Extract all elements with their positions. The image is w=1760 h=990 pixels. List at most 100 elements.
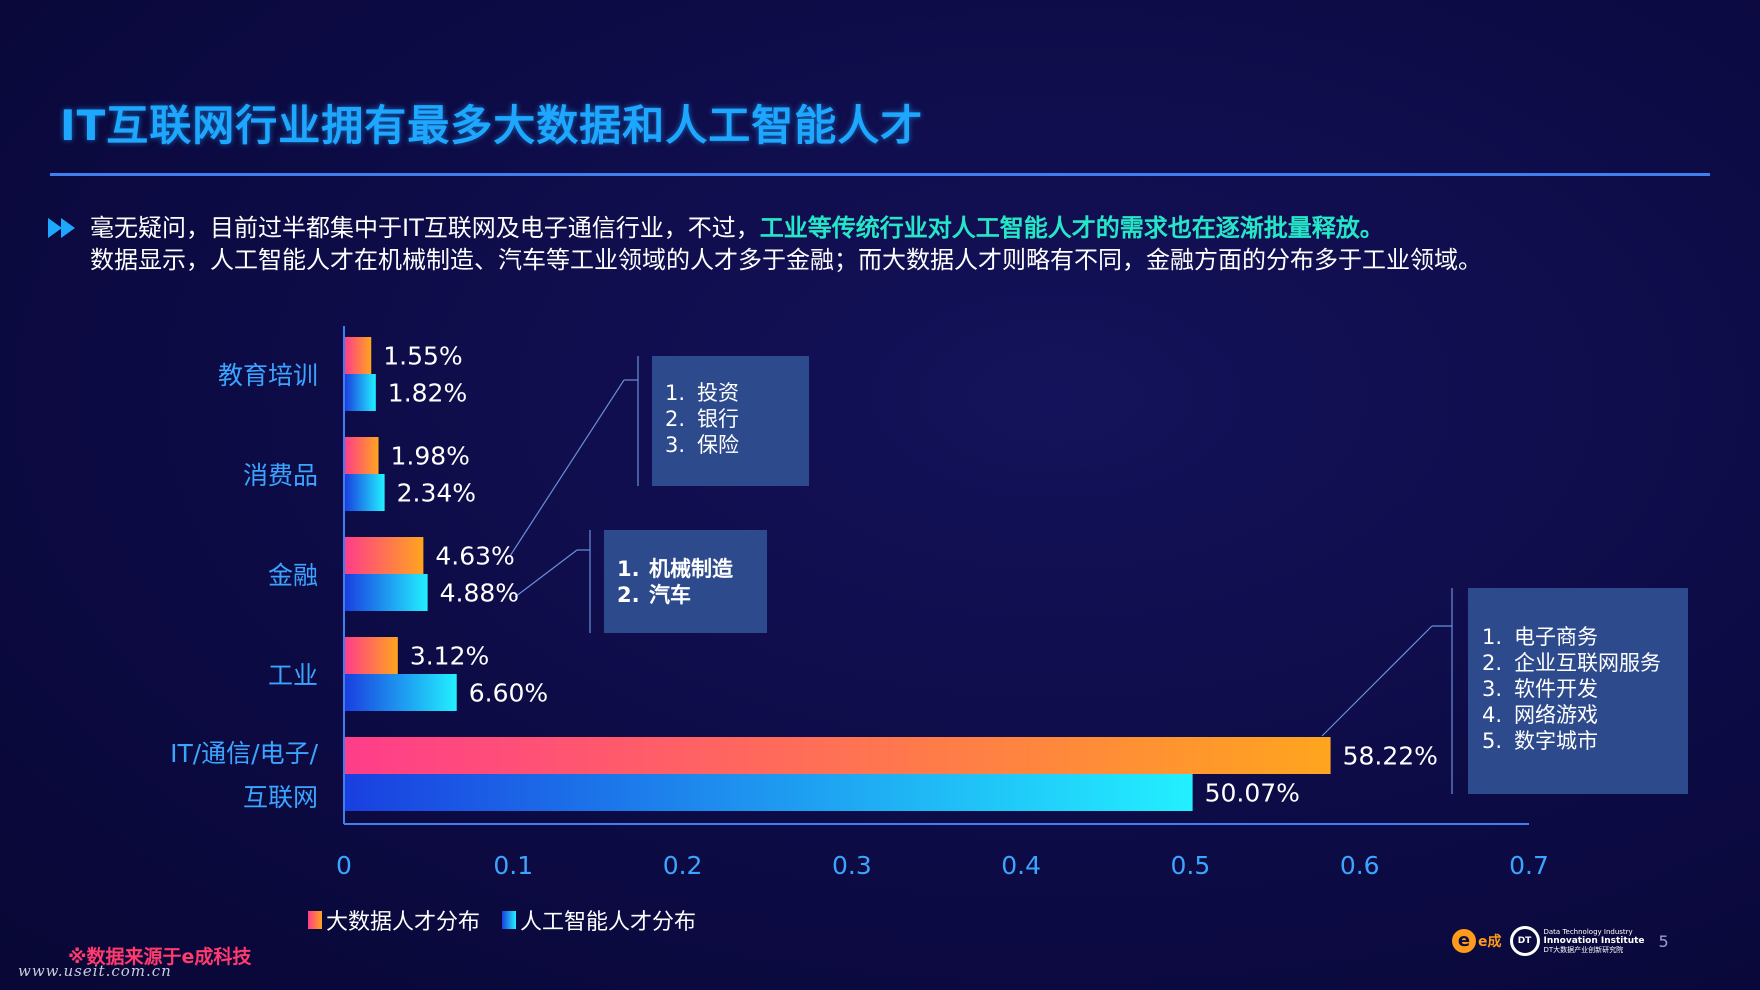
legend-swatch-bigdata — [308, 911, 322, 929]
bar-value-label-ai: 1.82% — [388, 379, 467, 408]
callout-finance-item: 3. 保险 — [665, 432, 809, 458]
x-tick-label: 0.2 — [663, 851, 703, 880]
callout-it-item-number: 5. — [1482, 729, 1503, 753]
echeng-logo-text: e成 — [1478, 934, 1502, 950]
dt-institute-logo-text: Data Technology Industry Innovation Inst… — [1544, 928, 1645, 955]
footer-logos: e e成 DT Data Technology Industry Innovat… — [1452, 926, 1669, 956]
intro-line-1-prefix: 毫无疑问，目前过半都集中于IT互联网及电子通信行业，不过， — [90, 214, 760, 242]
dt-logo-line-2: Innovation Institute — [1543, 935, 1645, 946]
callout-finance-item-number: 1. — [665, 381, 686, 405]
callout-it-item: 4. 网络游戏 — [1482, 702, 1688, 728]
connector-industry — [514, 549, 578, 598]
callout-it-item: 5. 数字城市 — [1482, 728, 1688, 754]
bar-value-label-bigdata: 58.22% — [1343, 742, 1438, 771]
dt-institute-logo-icon: DT — [1509, 926, 1540, 956]
double-arrow-icon — [48, 218, 75, 238]
intro-line-2: 数据显示，人工智能人才在机械制造、汽车等工业领域的人才多于金融；而大数据人才则略… — [90, 246, 1482, 274]
bar-value-label-bigdata: 3.12% — [410, 642, 489, 671]
callout-it-item: 2. 企业互联网服务 — [1482, 650, 1688, 676]
category-label: 工业 — [268, 661, 318, 690]
page-number: 5 — [1658, 931, 1669, 951]
connector-finance — [509, 379, 625, 557]
data-source-note: ※数据来源于e成科技 — [68, 946, 252, 968]
callout-it-item-number: 1. — [1482, 625, 1503, 649]
bar-bigdata — [345, 337, 372, 374]
callout-industry-list: 1. 机械制造 2. 汽车 — [617, 556, 767, 608]
callout-it-item-number: 3. — [1482, 677, 1503, 701]
bar-ai — [345, 374, 376, 411]
callout-finance-item-text: 银行 — [697, 407, 739, 431]
bar-value-label-bigdata: 1.55% — [383, 342, 462, 371]
chart-marks: 0 0.1 0.2 0.3 0.4 0.5 0.6 0.7 1.55% 1.82% 教育培训 1.98… — [170, 326, 1549, 880]
x-tick-label: 0.1 — [493, 851, 533, 880]
bar-value-label-bigdata: 4.63% — [435, 542, 514, 571]
bar-value-label-ai: 4.88% — [440, 579, 519, 608]
dt-institute-logo: DT Data Technology Industry Innovation I… — [1509, 926, 1645, 956]
callout-finance-item-text: 保险 — [697, 433, 739, 457]
title-divider — [50, 173, 1710, 176]
legend-swatch-ai — [502, 911, 517, 929]
bar-ai — [345, 574, 428, 611]
callout-finance-item: 1. 投资 — [665, 380, 809, 406]
chart-legend: 大数据人才分布 人工智能人才分布 — [308, 904, 696, 936]
dt-logo-line-3: DT大数据产业创新研究院 — [1543, 945, 1624, 954]
callout-it-item-text: 数字城市 — [1514, 729, 1598, 753]
callout-it: 1. 电子商务 2. 企业互联网服务 3. 软件开发 4. 网络游戏 5. 数字城市 — [1468, 588, 1688, 794]
callout-industry-item: 2. 汽车 — [617, 582, 767, 608]
callout-it-item-text: 软件开发 — [1514, 677, 1598, 701]
callout-it-item-number: 2. — [1482, 651, 1503, 675]
bar-value-label-ai: 6.60% — [469, 679, 548, 708]
callout-connectors — [509, 356, 1453, 794]
callout-finance: 1. 投资 2. 银行 3. 保险 — [652, 356, 809, 486]
x-tick-label: 0.5 — [1171, 851, 1211, 880]
callout-it-list: 1. 电子商务 2. 企业互联网服务 3. 软件开发 4. 网络游戏 5. 数字城市 — [1482, 624, 1688, 754]
callout-finance-item-number: 3. — [665, 433, 686, 457]
x-tick-label: 0.3 — [832, 851, 872, 880]
callout-finance-list: 1. 投资 2. 银行 3. 保险 — [665, 380, 809, 458]
callout-industry-item-number: 2. — [617, 583, 640, 607]
bar-value-label-bigdata: 1.98% — [391, 442, 470, 471]
bar-ai — [345, 674, 457, 711]
bar-bigdata — [345, 437, 379, 474]
callout-finance-item: 2. 银行 — [665, 406, 809, 432]
bar-value-label-ai: 2.34% — [397, 479, 476, 508]
callout-it-item-text: 电子商务 — [1514, 625, 1598, 649]
callout-finance-item-text: 投资 — [697, 381, 739, 405]
category-label: 教育培训 — [218, 361, 318, 390]
callout-it-item-text: 网络游戏 — [1514, 703, 1598, 727]
legend-item-ai: 人工智能人才分布 — [502, 904, 696, 936]
category-label: 金融 — [268, 561, 318, 590]
category-label: 互联网 — [243, 783, 318, 812]
intro-line-1-highlight: 工业等传统行业对人工智能人才的需求也在逐渐批量释放。 — [759, 214, 1384, 242]
echeng-logo-icon: e — [1452, 929, 1476, 953]
watermark: www.useit.com.cn — [18, 962, 172, 980]
bar-bigdata — [345, 737, 1331, 774]
callout-it-item-text: 企业互联网服务 — [1514, 651, 1661, 675]
callout-industry-item-number: 1. — [617, 557, 640, 581]
legend-label-ai: 人工智能人才分布 — [520, 910, 697, 935]
intro-line-1: 毫无疑问，目前过半都集中于IT互联网及电子通信行业，不过，工业等传统行业对人工智… — [90, 212, 1384, 244]
page-title: IT互联网行业拥有最多大数据和人工智能人才 — [60, 101, 924, 150]
callout-finance-item-number: 2. — [665, 407, 686, 431]
bar-bigdata — [345, 637, 398, 674]
callout-it-item: 1. 电子商务 — [1482, 624, 1688, 650]
category-label: IT/通信/电子/ — [170, 739, 318, 768]
bar-ai — [345, 474, 385, 511]
x-tick-label: 0.7 — [1509, 851, 1549, 880]
x-tick-label: 0 — [336, 851, 352, 880]
legend-item-bigdata: 大数据人才分布 — [308, 904, 480, 936]
connector-it — [1321, 625, 1433, 737]
bar-ai — [345, 774, 1193, 811]
bar-value-label-ai: 50.07% — [1205, 779, 1300, 808]
callout-industry-item: 1. 机械制造 — [617, 556, 767, 582]
x-tick-label: 0.6 — [1340, 851, 1380, 880]
x-tick-label: 0.4 — [1001, 851, 1041, 880]
legend-label-bigdata: 大数据人才分布 — [326, 910, 481, 935]
category-label: 消费品 — [243, 461, 318, 490]
callout-industry: 1. 机械制造 2. 汽车 — [604, 530, 767, 633]
callout-it-item: 3. 软件开发 — [1482, 676, 1688, 702]
callout-industry-item-text: 汽车 — [649, 583, 691, 607]
dt-logo-line-1: Data Technology Industry — [1543, 927, 1633, 936]
callout-industry-item-text: 机械制造 — [649, 557, 733, 581]
